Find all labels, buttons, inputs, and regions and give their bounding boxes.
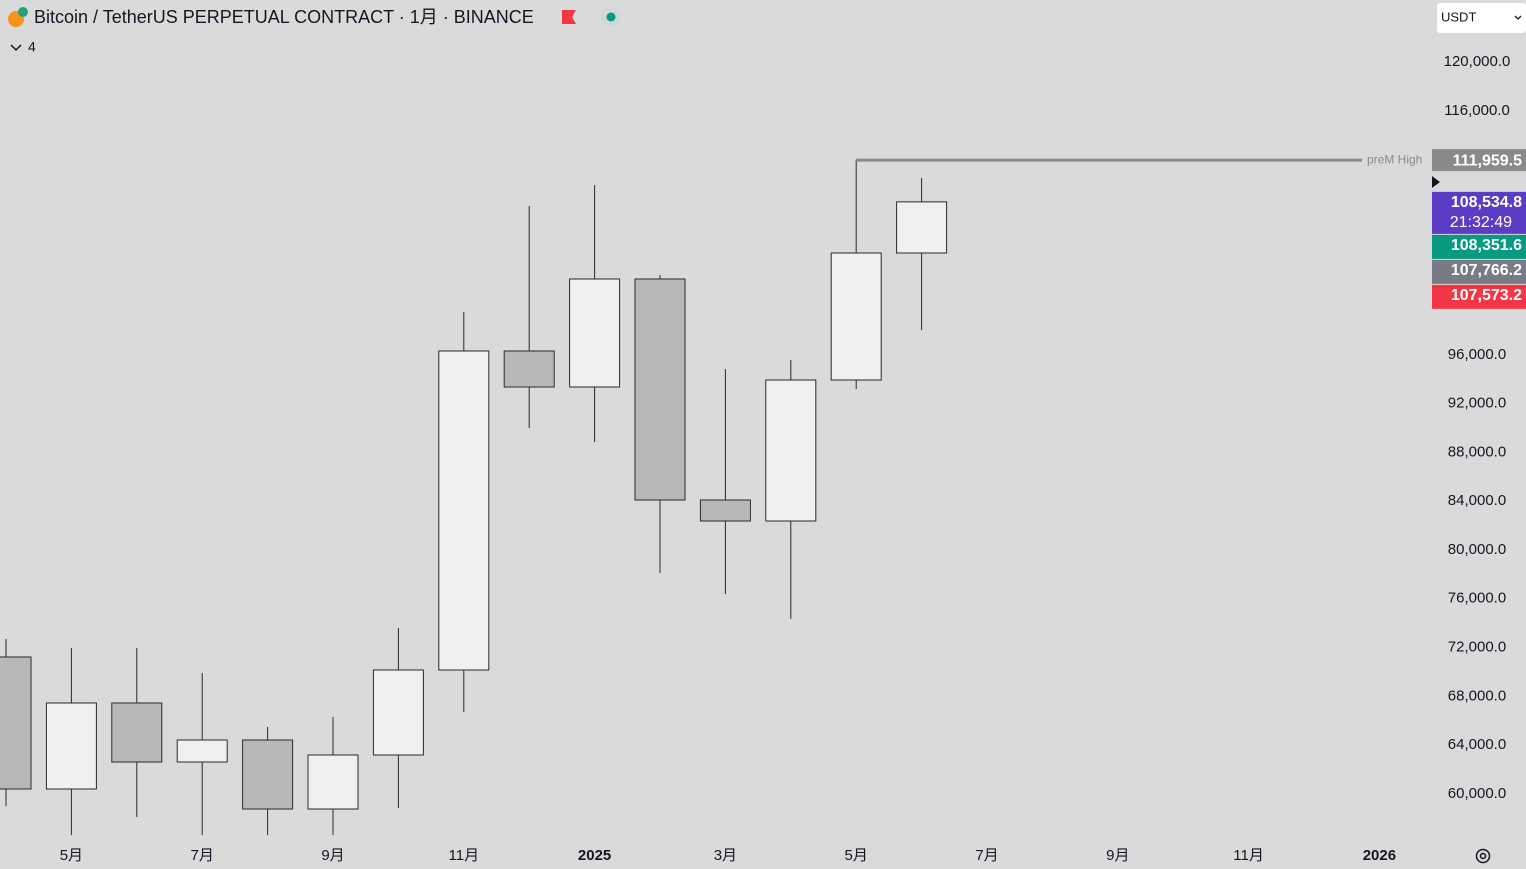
y-tick-label: 72,000.0 [1448, 639, 1506, 656]
price-tag-label: 108,351.6 [1451, 237, 1522, 254]
countdown: 21:32:49 [1450, 214, 1512, 231]
price-tag-label: 108,534.8 [1451, 194, 1522, 211]
x-tick-label: 11月 [449, 847, 480, 864]
price-tag [1432, 284, 1526, 309]
currency-label[interactable]: USDT [1441, 9, 1476, 24]
flag-icon [562, 10, 576, 24]
y-tick-label: 116,000.0 [1444, 102, 1510, 119]
y-tick-label: 76,000.0 [1448, 590, 1506, 607]
price-tag-label: 107,573.2 [1451, 287, 1522, 304]
chart-title: Bitcoin / TetherUS PERPETUAL CONTRACT · … [34, 7, 534, 27]
price-tag-label: 111,959.5 [1453, 152, 1523, 169]
candle-body [242, 739, 294, 810]
status-dot [606, 12, 616, 22]
y-tick-label: 84,000.0 [1448, 492, 1506, 509]
candle-body [830, 252, 882, 381]
x-tick-label: 11月 [1233, 847, 1264, 864]
settings-icon[interactable] [1475, 848, 1491, 864]
candle-body [111, 702, 163, 763]
candle-body [438, 350, 490, 671]
y-tick-label: 96,000.0 [1448, 346, 1506, 363]
candle-body [45, 702, 97, 790]
level-label: preM High [1367, 152, 1422, 166]
price-tag [1432, 149, 1526, 172]
price-tag-label: 107,766.2 [1451, 262, 1522, 279]
coin-icon [18, 7, 28, 17]
candle-body [503, 350, 555, 388]
y-tick-label: 64,000.0 [1448, 736, 1506, 753]
x-tick-label: 9月 [321, 847, 344, 864]
candle-body [569, 278, 621, 388]
collapse-arrow[interactable] [10, 44, 22, 52]
x-tick-label: 3月 [714, 847, 737, 864]
select-arrow [1514, 15, 1522, 20]
candle-body [699, 499, 751, 522]
y-tick-label: 68,000.0 [1448, 687, 1506, 704]
x-tick-label: 7月 [975, 847, 998, 864]
x-tick-label: 9月 [1106, 847, 1129, 864]
price-tag [1432, 259, 1526, 284]
indicator-count[interactable]: 4 [28, 39, 36, 55]
candle-body [372, 669, 424, 756]
x-tick-label: 5月 [845, 847, 868, 864]
candle-body [307, 754, 359, 810]
plot-area [0, 158, 1362, 836]
y-tick-label: 60,000.0 [1448, 785, 1506, 802]
x-tick-label: 5月 [60, 847, 83, 864]
price-pointer [1432, 176, 1440, 188]
y-tick-label: 88,000.0 [1448, 443, 1506, 460]
x-tick-label: 2025 [578, 847, 611, 864]
candle-body [765, 379, 817, 522]
x-tick-label: 7月 [191, 847, 214, 864]
candle-body [634, 278, 686, 501]
settings-icon [1479, 852, 1487, 860]
x-tick-label: 2026 [1363, 847, 1396, 864]
price-axis: 120,000.0 116,000.0 96,000.0 92,000.0 88,000… [1430, 53, 1510, 802]
y-tick-label: 80,000.0 [1448, 541, 1506, 558]
candle-body [0, 656, 32, 790]
price-tag [1432, 191, 1526, 234]
candle-body [176, 739, 228, 763]
candle-body [896, 201, 948, 254]
y-tick-label: 92,000.0 [1448, 395, 1506, 412]
price-tag [1432, 234, 1526, 259]
y-tick-label: 120,000.0 [1444, 53, 1511, 70]
currency-select[interactable] [1437, 3, 1526, 33]
